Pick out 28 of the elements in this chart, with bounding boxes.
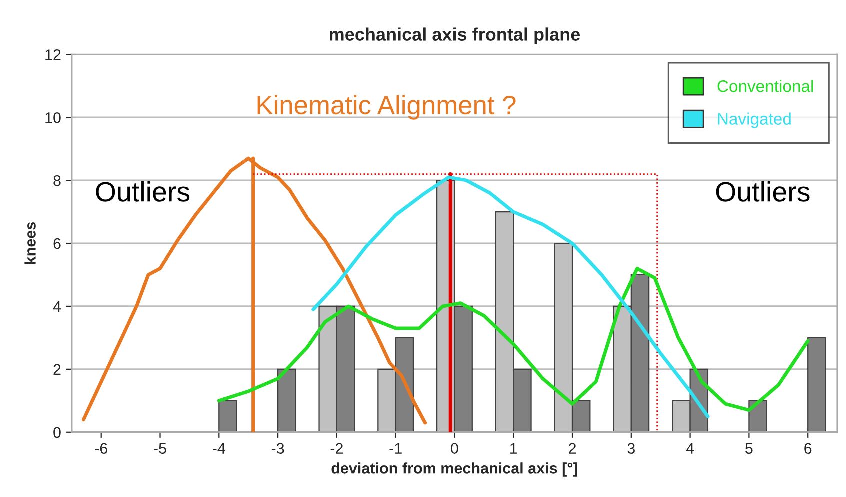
x-tick-label: -2	[330, 443, 343, 454]
x-tick-label: 1	[510, 443, 518, 454]
y-tick-label: 8	[54, 175, 61, 186]
x-tick-label: 5	[746, 443, 753, 454]
chart-title: mechanical axis frontal plane	[330, 28, 580, 45]
y-tick-label: 4	[53, 302, 62, 312]
x-axis-title: deviation from mechanical axis [°]	[332, 462, 578, 477]
annotation: Kinematic Alignment ?	[258, 95, 516, 120]
x-tick-label: -6	[95, 443, 108, 454]
y-tick-label: 2	[54, 364, 61, 375]
legend-label: Conventional	[718, 80, 814, 92]
x-tick-label: -4	[213, 443, 226, 454]
annotation: Outliers	[96, 181, 190, 202]
y-tick-label: 12	[46, 50, 61, 60]
x-tick-label: 6	[804, 443, 812, 454]
x-tick-label: -5	[154, 443, 166, 454]
x-tick-label: -3	[272, 443, 284, 454]
y-tick-label: 0	[54, 427, 61, 438]
y-axis-title: knees	[24, 222, 36, 264]
x-tick-label: 0	[451, 443, 458, 454]
legend-label: Navigated	[718, 112, 791, 128]
x-tick-label: 2	[569, 443, 576, 454]
x-tick-label: 4	[686, 443, 694, 454]
y-tick-label: 6	[54, 238, 61, 250]
x-tick-label: 3	[628, 443, 635, 454]
x-tick-label: -1	[390, 443, 402, 454]
y-tick-label: 10	[46, 112, 61, 124]
annotation: Outliers	[716, 181, 810, 202]
